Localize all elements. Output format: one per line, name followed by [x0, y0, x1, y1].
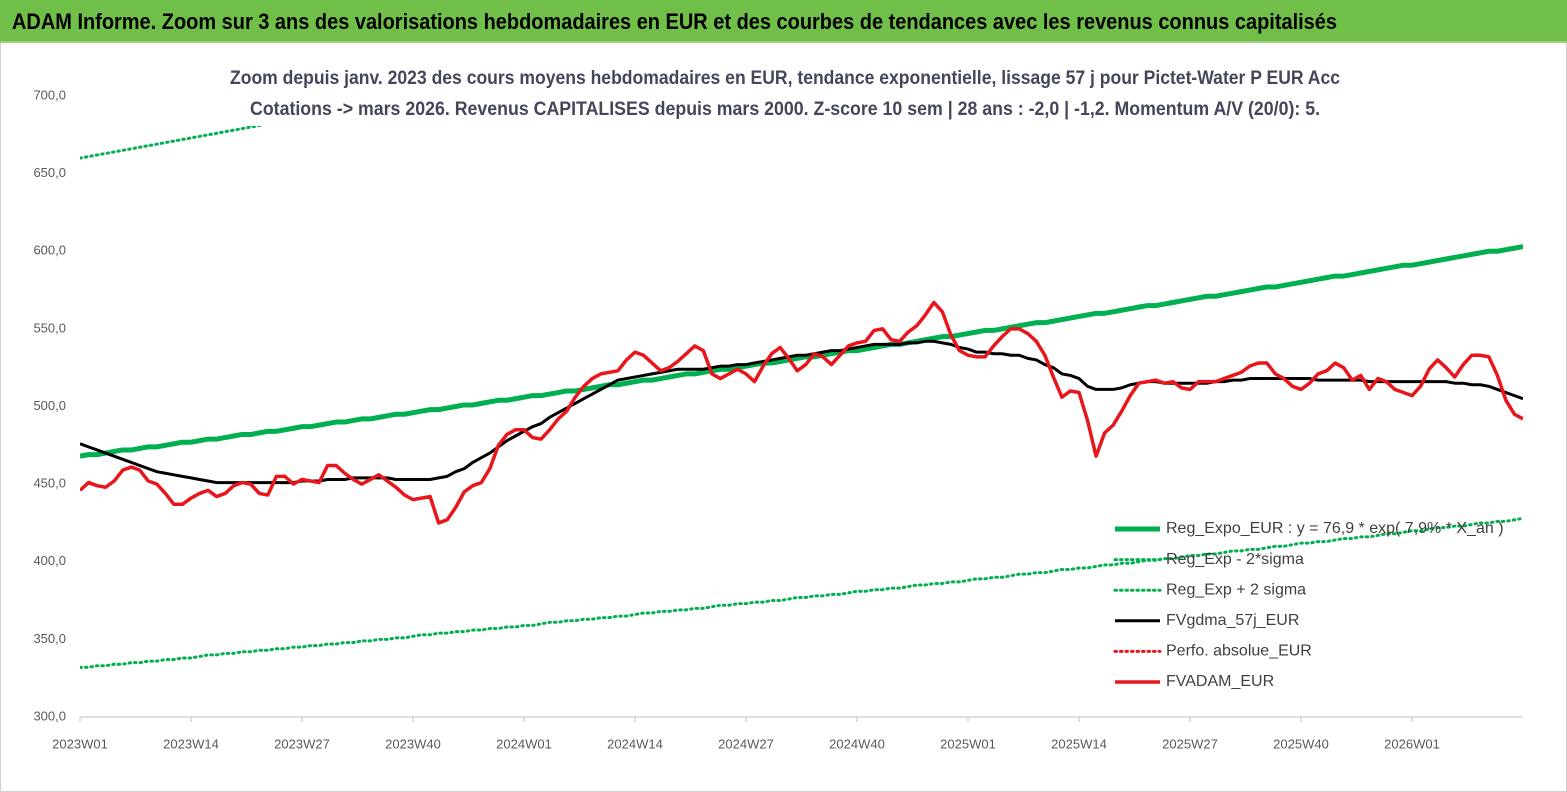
x-tick-label: 2023W40	[385, 736, 441, 751]
legend-label: Reg_Exp + 2 sigma	[1166, 581, 1306, 598]
x-tick-label: 2024W40	[829, 736, 885, 751]
legend-label: FVADAM_EUR	[1166, 673, 1274, 690]
legend-label: FVgdma_57j_EUR	[1166, 612, 1299, 629]
chart-subtitle: Cotations -> mars 2026. Revenus CAPITALI…	[250, 99, 1320, 120]
series-line	[80, 516, 1523, 669]
x-tick-label: 2023W27	[274, 736, 330, 751]
x-tick-label: 2026W01	[1384, 736, 1440, 751]
y-tick-label: 400,0	[33, 553, 66, 568]
page-title: ADAM Informe. Zoom sur 3 ans des valoris…	[12, 9, 1337, 34]
y-tick-label: 650,0	[33, 165, 66, 180]
series-line	[80, 300, 1523, 525]
y-tick-label: 500,0	[33, 398, 66, 413]
y-tick-label: 300,0	[33, 708, 66, 723]
title-box	[225, 60, 1345, 126]
x-tick-label: 2025W01	[940, 736, 996, 751]
x-tick-label: 2023W14	[163, 736, 219, 751]
legend: Reg_Expo_EUR : y = 76,9 * exp( 7,9% * X_…	[1113, 520, 1504, 690]
y-tick-label: 450,0	[33, 476, 66, 491]
x-tick-label: 2025W27	[1162, 736, 1218, 751]
x-tick-label: 2024W01	[496, 736, 552, 751]
legend-label: Perfo. absolue_EUR	[1166, 643, 1312, 660]
x-tick-label: 2025W14	[1051, 736, 1107, 751]
y-tick-label: 550,0	[33, 320, 66, 335]
x-tick-label: 2024W14	[607, 736, 663, 751]
header-bar	[0, 0, 1567, 42]
legend-label: Reg_Exp - 2*sigma	[1166, 551, 1304, 568]
y-tick-label: 700,0	[33, 87, 66, 102]
x-tick-label: 2025W40	[1273, 736, 1329, 751]
y-tick-label: 350,0	[33, 631, 66, 646]
series-line	[80, 244, 1523, 459]
y-tick-label: 600,0	[33, 243, 66, 258]
x-tick-label: 2024W27	[718, 736, 774, 751]
x-tick-label: 2023W01	[52, 736, 108, 751]
chart-subtitle: Zoom depuis janv. 2023 des cours moyens …	[230, 68, 1340, 89]
legend-label: Reg_Expo_EUR : y = 76,9 * exp( 7,9% * X_…	[1166, 520, 1504, 537]
